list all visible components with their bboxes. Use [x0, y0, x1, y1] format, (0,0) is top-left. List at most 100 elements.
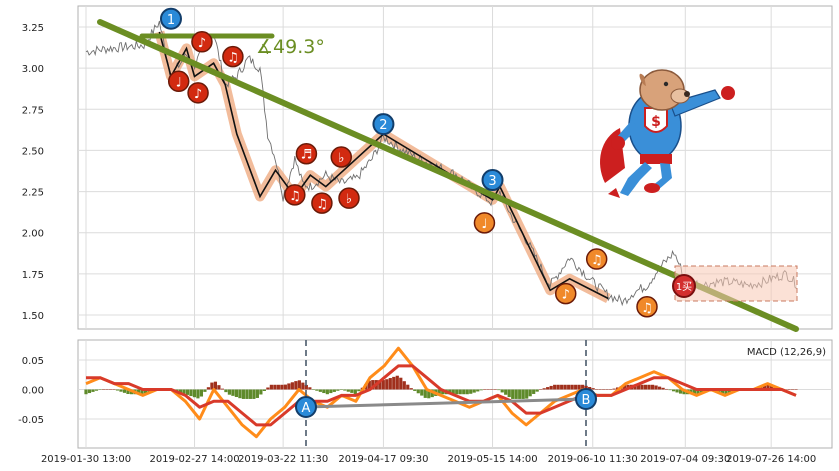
macd-histogram-bar: [465, 389, 469, 395]
macd-histogram-bar: [304, 384, 308, 390]
macd-histogram-bar: [724, 389, 728, 394]
macd-histogram-bar: [766, 384, 770, 390]
divergence-point-label: B: [575, 388, 597, 410]
buy-marker: 1买: [672, 274, 696, 298]
macd-histogram-bar: [664, 388, 669, 390]
macd-histogram-bar: [535, 389, 539, 392]
macd-series-line: [85, 346, 797, 439]
macd-histogram-bar: [140, 389, 144, 395]
macd-y-tick-label: 0.00: [22, 386, 44, 397]
macd-histogram-bar: [136, 389, 141, 395]
macd-histogram-bar: [227, 389, 231, 395]
macd-histogram-bar: [255, 389, 259, 398]
divergence-connector: [305, 397, 587, 409]
macd-histogram-bar: [308, 387, 312, 390]
macd-histogram-bar: [343, 389, 347, 391]
macd-histogram-bar: [315, 389, 319, 391]
note-marker-icon: ♪: [187, 82, 209, 104]
macd-legend: MACD (12,26,9): [747, 347, 826, 358]
macd-histogram-bar: [486, 389, 490, 390]
note-marker-icon: ♭: [338, 187, 360, 209]
macd-histogram-bar: [605, 389, 609, 390]
wave-count-label: 3: [481, 169, 504, 192]
buy-marker-label: 1买: [676, 281, 692, 293]
macd-histogram-bar: [416, 389, 420, 394]
svg-text:2: 2: [379, 118, 387, 133]
macd-histogram-bar: [115, 389, 120, 391]
macd-histogram-bar: [238, 389, 242, 399]
macd-histogram-bar: [91, 389, 95, 392]
x-tick-label: 2019-02-27 14:00: [149, 454, 239, 465]
macd-histogram-bar: [511, 389, 515, 399]
macd-histogram-bar: [402, 381, 406, 390]
macd-histogram-bar: [297, 380, 301, 390]
macd-histogram-bar: [472, 389, 476, 393]
trend-angle-label: ∡49.3°: [256, 36, 325, 58]
macd-histogram-bar: [185, 389, 190, 395]
macd-histogram-bar: [762, 385, 767, 390]
x-tick-label: 2019-07-04 09:30: [640, 454, 730, 465]
macd-histogram-bar: [105, 389, 109, 390]
macd-histogram-bar: [595, 389, 599, 390]
macd-histogram-bar: [668, 389, 672, 391]
macd-histogram-bar: [678, 389, 683, 394]
svg-text:3: 3: [488, 174, 496, 189]
macd-histogram-bar: [598, 389, 602, 390]
macd-histogram-bar: [451, 389, 455, 395]
macd-histogram-bar: [640, 384, 644, 390]
macd-histogram-bar: [224, 389, 228, 393]
macd-histogram-bar: [584, 385, 588, 390]
macd-histogram-bar: [504, 389, 508, 395]
macd-histogram-bar: [682, 389, 686, 395]
macd-histogram-bar: [262, 389, 266, 391]
price-y-tick-label: 2.25: [22, 188, 44, 199]
macd-histogram-bar: [637, 384, 641, 390]
macd-histogram-bar: [441, 389, 445, 395]
macd-histogram-bar: [178, 389, 183, 393]
svg-text:♪: ♪: [562, 288, 570, 303]
macd-histogram-bar: [301, 382, 305, 390]
macd-histogram-bar: [322, 389, 326, 394]
macd-histogram-bar: [483, 389, 487, 390]
macd-histogram-bar: [367, 380, 371, 390]
divergence-point-label: A: [295, 396, 317, 418]
macd-histogram-bar: [98, 389, 102, 390]
macd-histogram-bar: [539, 389, 543, 390]
macd-histogram-bar: [206, 387, 211, 390]
macd-histogram-bar: [357, 389, 361, 392]
svg-text:B: B: [582, 393, 591, 408]
macd-y-tick-label: 0.05: [22, 356, 44, 367]
svg-text:♫: ♫: [591, 253, 603, 268]
macd-histogram-bar: [143, 389, 148, 394]
note-marker-icon: ♪: [191, 31, 213, 53]
macd-histogram-bar: [556, 384, 560, 390]
macd-histogram-bar: [213, 381, 218, 390]
superhero-dog-illustration: $: [600, 69, 735, 198]
macd-histogram-bar: [336, 389, 340, 391]
macd-histogram-bar: [654, 385, 658, 390]
note-marker-icon: ♩: [473, 212, 496, 234]
macd-y-tick-label: -0.05: [18, 415, 44, 426]
macd-histogram-bar: [644, 384, 648, 390]
macd-histogram-bar: [220, 388, 225, 390]
macd-histogram-bar: [350, 389, 354, 393]
macd-histogram-bar: [469, 389, 473, 394]
note-marker-icon: ♩: [167, 70, 190, 93]
macd-histogram-bar: [476, 389, 480, 392]
macd-histogram-bar: [458, 389, 462, 395]
macd-histogram-bar: [192, 389, 197, 398]
macd-histogram-bar: [122, 389, 127, 393]
svg-text:♭: ♭: [346, 192, 352, 207]
macd-histogram-bar: [500, 389, 504, 393]
macd-histogram-bar: [189, 389, 193, 397]
macd-histogram-bar: [427, 389, 431, 399]
x-tick-label: 2019-07-26 14:00: [726, 454, 816, 465]
macd-histogram-bar: [455, 389, 459, 395]
macd-histogram-bar: [462, 389, 466, 395]
macd-histogram-bar: [381, 380, 385, 390]
macd-histogram-bar: [661, 387, 665, 390]
x-tick-label: 2019-04-17 09:30: [338, 454, 428, 465]
note-marker-icon: ♫: [585, 248, 608, 270]
price-y-tick-label: 1.50: [22, 311, 44, 322]
